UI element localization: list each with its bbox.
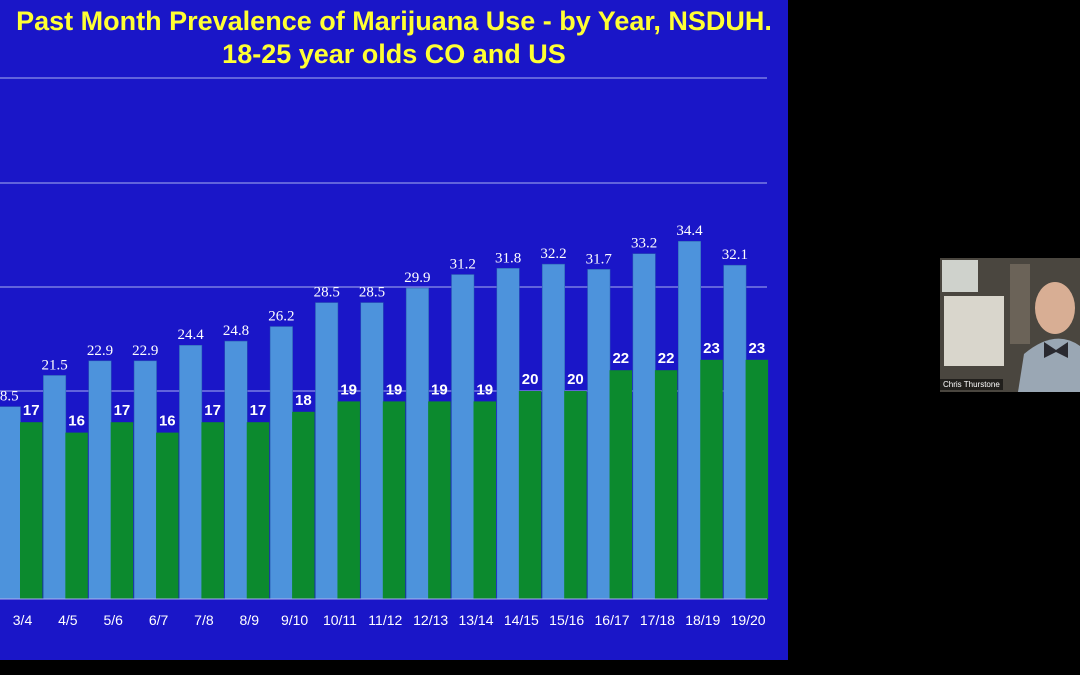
bar-us-10/11 bbox=[337, 401, 360, 599]
data-label-colorado-6/7: 22.9 bbox=[132, 343, 158, 359]
bar-us-13/14 bbox=[473, 401, 496, 599]
bar-us-5/6 bbox=[110, 422, 134, 599]
data-label-us-3/4: 17 bbox=[23, 402, 40, 419]
x-tick-label-5/6: 5/6 bbox=[103, 612, 123, 628]
data-label-colorado-19/20: 32.1 bbox=[722, 247, 748, 263]
bar-us-6/7 bbox=[156, 432, 179, 599]
data-label-colorado-13/14: 31.2 bbox=[450, 257, 476, 273]
x-tick-label-3/4: 3/4 bbox=[13, 612, 33, 628]
bar-colorado-18/19 bbox=[678, 240, 701, 600]
data-label-us-14/15: 20 bbox=[522, 371, 539, 388]
bar-us-9/10 bbox=[292, 411, 315, 599]
bar-colorado-4/5 bbox=[43, 375, 67, 600]
bar-us-11/12 bbox=[382, 401, 406, 599]
bar-colorado-7/8 bbox=[179, 344, 203, 600]
bar-us-12/13 bbox=[428, 401, 451, 599]
data-label-colorado-14/15: 31.8 bbox=[495, 250, 521, 266]
bar-colorado-3/4 bbox=[0, 406, 21, 600]
data-label-colorado-18/19: 34.4 bbox=[676, 223, 703, 239]
x-tick-label-14/15: 14/15 bbox=[504, 612, 539, 628]
data-label-colorado-3/4: 8.5 bbox=[0, 389, 19, 405]
video-thumbnail[interactable]: Chris Thurstone bbox=[940, 258, 1080, 392]
bar-colorado-12/13 bbox=[405, 287, 429, 600]
x-tick-label-16/17: 16/17 bbox=[595, 612, 630, 628]
bar-us-3/4 bbox=[20, 422, 43, 599]
bar-us-14/15 bbox=[518, 391, 542, 599]
bar-us-4/5 bbox=[65, 432, 88, 599]
data-label-us-10/11: 19 bbox=[340, 381, 357, 398]
x-tick-label-6/7: 6/7 bbox=[149, 612, 169, 628]
bar-us-8/9 bbox=[246, 422, 270, 599]
bar-us-17/18 bbox=[654, 370, 678, 599]
bar-us-16/17 bbox=[609, 370, 633, 599]
data-label-us-6/7: 16 bbox=[159, 413, 176, 430]
x-tick-label-13/14: 13/14 bbox=[458, 612, 493, 628]
bar-colorado-14/15 bbox=[496, 268, 520, 600]
data-label-colorado-5/6: 22.9 bbox=[87, 343, 113, 359]
data-label-colorado-12/13: 29.9 bbox=[404, 270, 430, 286]
bar-colorado-9/10 bbox=[269, 326, 293, 600]
participant-video-icon bbox=[940, 258, 1080, 392]
data-label-us-18/19: 23 bbox=[703, 340, 720, 357]
data-label-colorado-9/10: 26.2 bbox=[268, 309, 294, 325]
data-label-colorado-10/11: 28.5 bbox=[314, 285, 340, 301]
data-label-colorado-4/5: 21.5 bbox=[41, 357, 67, 373]
data-label-us-12/13: 19 bbox=[431, 381, 448, 398]
bar-colorado-19/20 bbox=[723, 264, 747, 600]
chart-title-line-2: 18-25 year olds CO and US bbox=[222, 39, 566, 69]
bar-colorado-6/7 bbox=[133, 360, 157, 600]
data-label-us-15/16: 20 bbox=[567, 371, 584, 388]
x-tick-label-4/5: 4/5 bbox=[58, 612, 78, 628]
bar-us-15/16 bbox=[564, 391, 587, 599]
bar-colorado-17/18 bbox=[632, 253, 656, 600]
bar-colorado-15/16 bbox=[541, 263, 565, 600]
bar-colorado-10/11 bbox=[315, 302, 339, 600]
participant-name-label: Chris Thurstone bbox=[940, 379, 1003, 390]
x-tick-label-15/16: 15/16 bbox=[549, 612, 584, 628]
data-label-us-13/14: 19 bbox=[476, 381, 493, 398]
x-tick-label-7/8: 7/8 bbox=[194, 612, 214, 628]
data-label-colorado-15/16: 32.2 bbox=[540, 246, 566, 262]
bar-us-19/20 bbox=[745, 359, 769, 599]
slide: Past Month Prevalence of Marijuana Use -… bbox=[0, 0, 788, 660]
x-tick-label-10/11: 10/11 bbox=[323, 612, 357, 628]
data-label-us-16/17: 22 bbox=[612, 350, 629, 367]
x-tick-label-9/10: 9/10 bbox=[281, 612, 308, 628]
x-tick-label-18/19: 18/19 bbox=[685, 612, 720, 628]
chart-title-line-1: Past Month Prevalence of Marijuana Use -… bbox=[16, 6, 772, 36]
data-label-colorado-8/9: 24.8 bbox=[223, 323, 249, 339]
data-label-us-11/12: 19 bbox=[386, 381, 403, 398]
x-tick-label-12/13: 12/13 bbox=[413, 612, 448, 628]
x-tick-label-11/12: 11/12 bbox=[368, 612, 402, 628]
data-label-colorado-17/18: 33.2 bbox=[631, 236, 657, 252]
data-label-us-17/18: 22 bbox=[658, 350, 675, 367]
bar-us-18/19 bbox=[700, 359, 723, 599]
bar-us-7/8 bbox=[201, 422, 224, 599]
data-label-colorado-16/17: 31.7 bbox=[586, 251, 613, 267]
bar-chart: 8.5173/421.5164/522.9175/622.9166/724.41… bbox=[0, 77, 769, 628]
data-label-us-9/10: 18 bbox=[295, 392, 312, 409]
data-label-us-19/20: 23 bbox=[749, 340, 766, 357]
bar-colorado-11/12 bbox=[360, 302, 384, 600]
x-tick-label-19/20: 19/20 bbox=[731, 612, 766, 628]
data-label-us-5/6: 17 bbox=[114, 402, 131, 419]
bar-colorado-13/14 bbox=[451, 274, 475, 600]
bar-colorado-5/6 bbox=[88, 360, 112, 600]
data-label-us-4/5: 16 bbox=[68, 413, 85, 430]
data-label-us-7/8: 17 bbox=[204, 402, 221, 419]
data-label-colorado-11/12: 28.5 bbox=[359, 285, 385, 301]
bar-colorado-16/17 bbox=[587, 269, 611, 600]
data-label-us-8/9: 17 bbox=[250, 402, 267, 419]
x-tick-label-8/9: 8/9 bbox=[240, 612, 260, 628]
bar-colorado-8/9 bbox=[224, 340, 248, 600]
data-label-colorado-7/8: 24.4 bbox=[178, 327, 205, 343]
x-tick-label-17/18: 17/18 bbox=[640, 612, 675, 628]
